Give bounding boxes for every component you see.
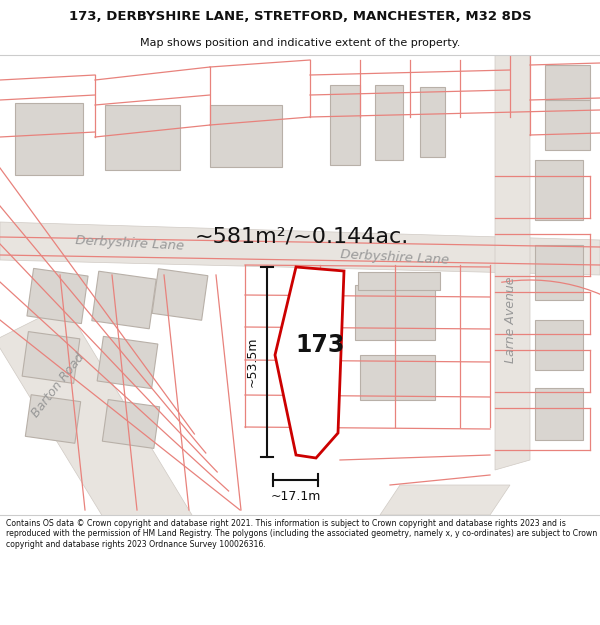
Bar [355,285,435,340]
Bar [535,245,583,300]
Bar [535,320,583,370]
Bar [420,87,445,157]
Bar [360,355,435,400]
Bar [27,268,88,324]
Bar [25,395,80,443]
Bar [358,272,440,290]
Bar [92,271,156,329]
Bar [545,80,590,150]
Text: Derbyshire Lane: Derbyshire Lane [340,248,449,266]
Text: Contains OS data © Crown copyright and database right 2021. This information is : Contains OS data © Crown copyright and d… [6,519,597,549]
Bar [535,388,583,440]
Bar [210,105,282,167]
Polygon shape [0,222,600,275]
Bar [22,332,80,383]
Text: Map shows position and indicative extent of the property.: Map shows position and indicative extent… [140,38,460,48]
Text: ~17.1m: ~17.1m [271,490,320,503]
Polygon shape [380,485,510,515]
Bar [103,399,160,448]
Bar [105,105,180,170]
Text: ~53.5m: ~53.5m [246,337,259,388]
Bar [545,65,590,100]
Text: 173: 173 [295,333,344,357]
Bar [330,85,360,165]
Text: 173, DERBYSHIRE LANE, STRETFORD, MANCHESTER, M32 8DS: 173, DERBYSHIRE LANE, STRETFORD, MANCHES… [68,10,532,23]
Bar [375,85,403,160]
Polygon shape [275,267,344,458]
Bar [152,269,208,320]
Text: Derbyshire Lane: Derbyshire Lane [75,234,184,253]
Bar [535,160,583,220]
Bar [97,336,158,389]
Text: Barton Road: Barton Road [29,351,87,419]
Polygon shape [0,305,195,545]
Bar [15,103,83,175]
Text: Larne Avenue: Larne Avenue [503,277,517,363]
Polygon shape [495,55,530,470]
Text: ~581m²/~0.144ac.: ~581m²/~0.144ac. [195,227,409,247]
